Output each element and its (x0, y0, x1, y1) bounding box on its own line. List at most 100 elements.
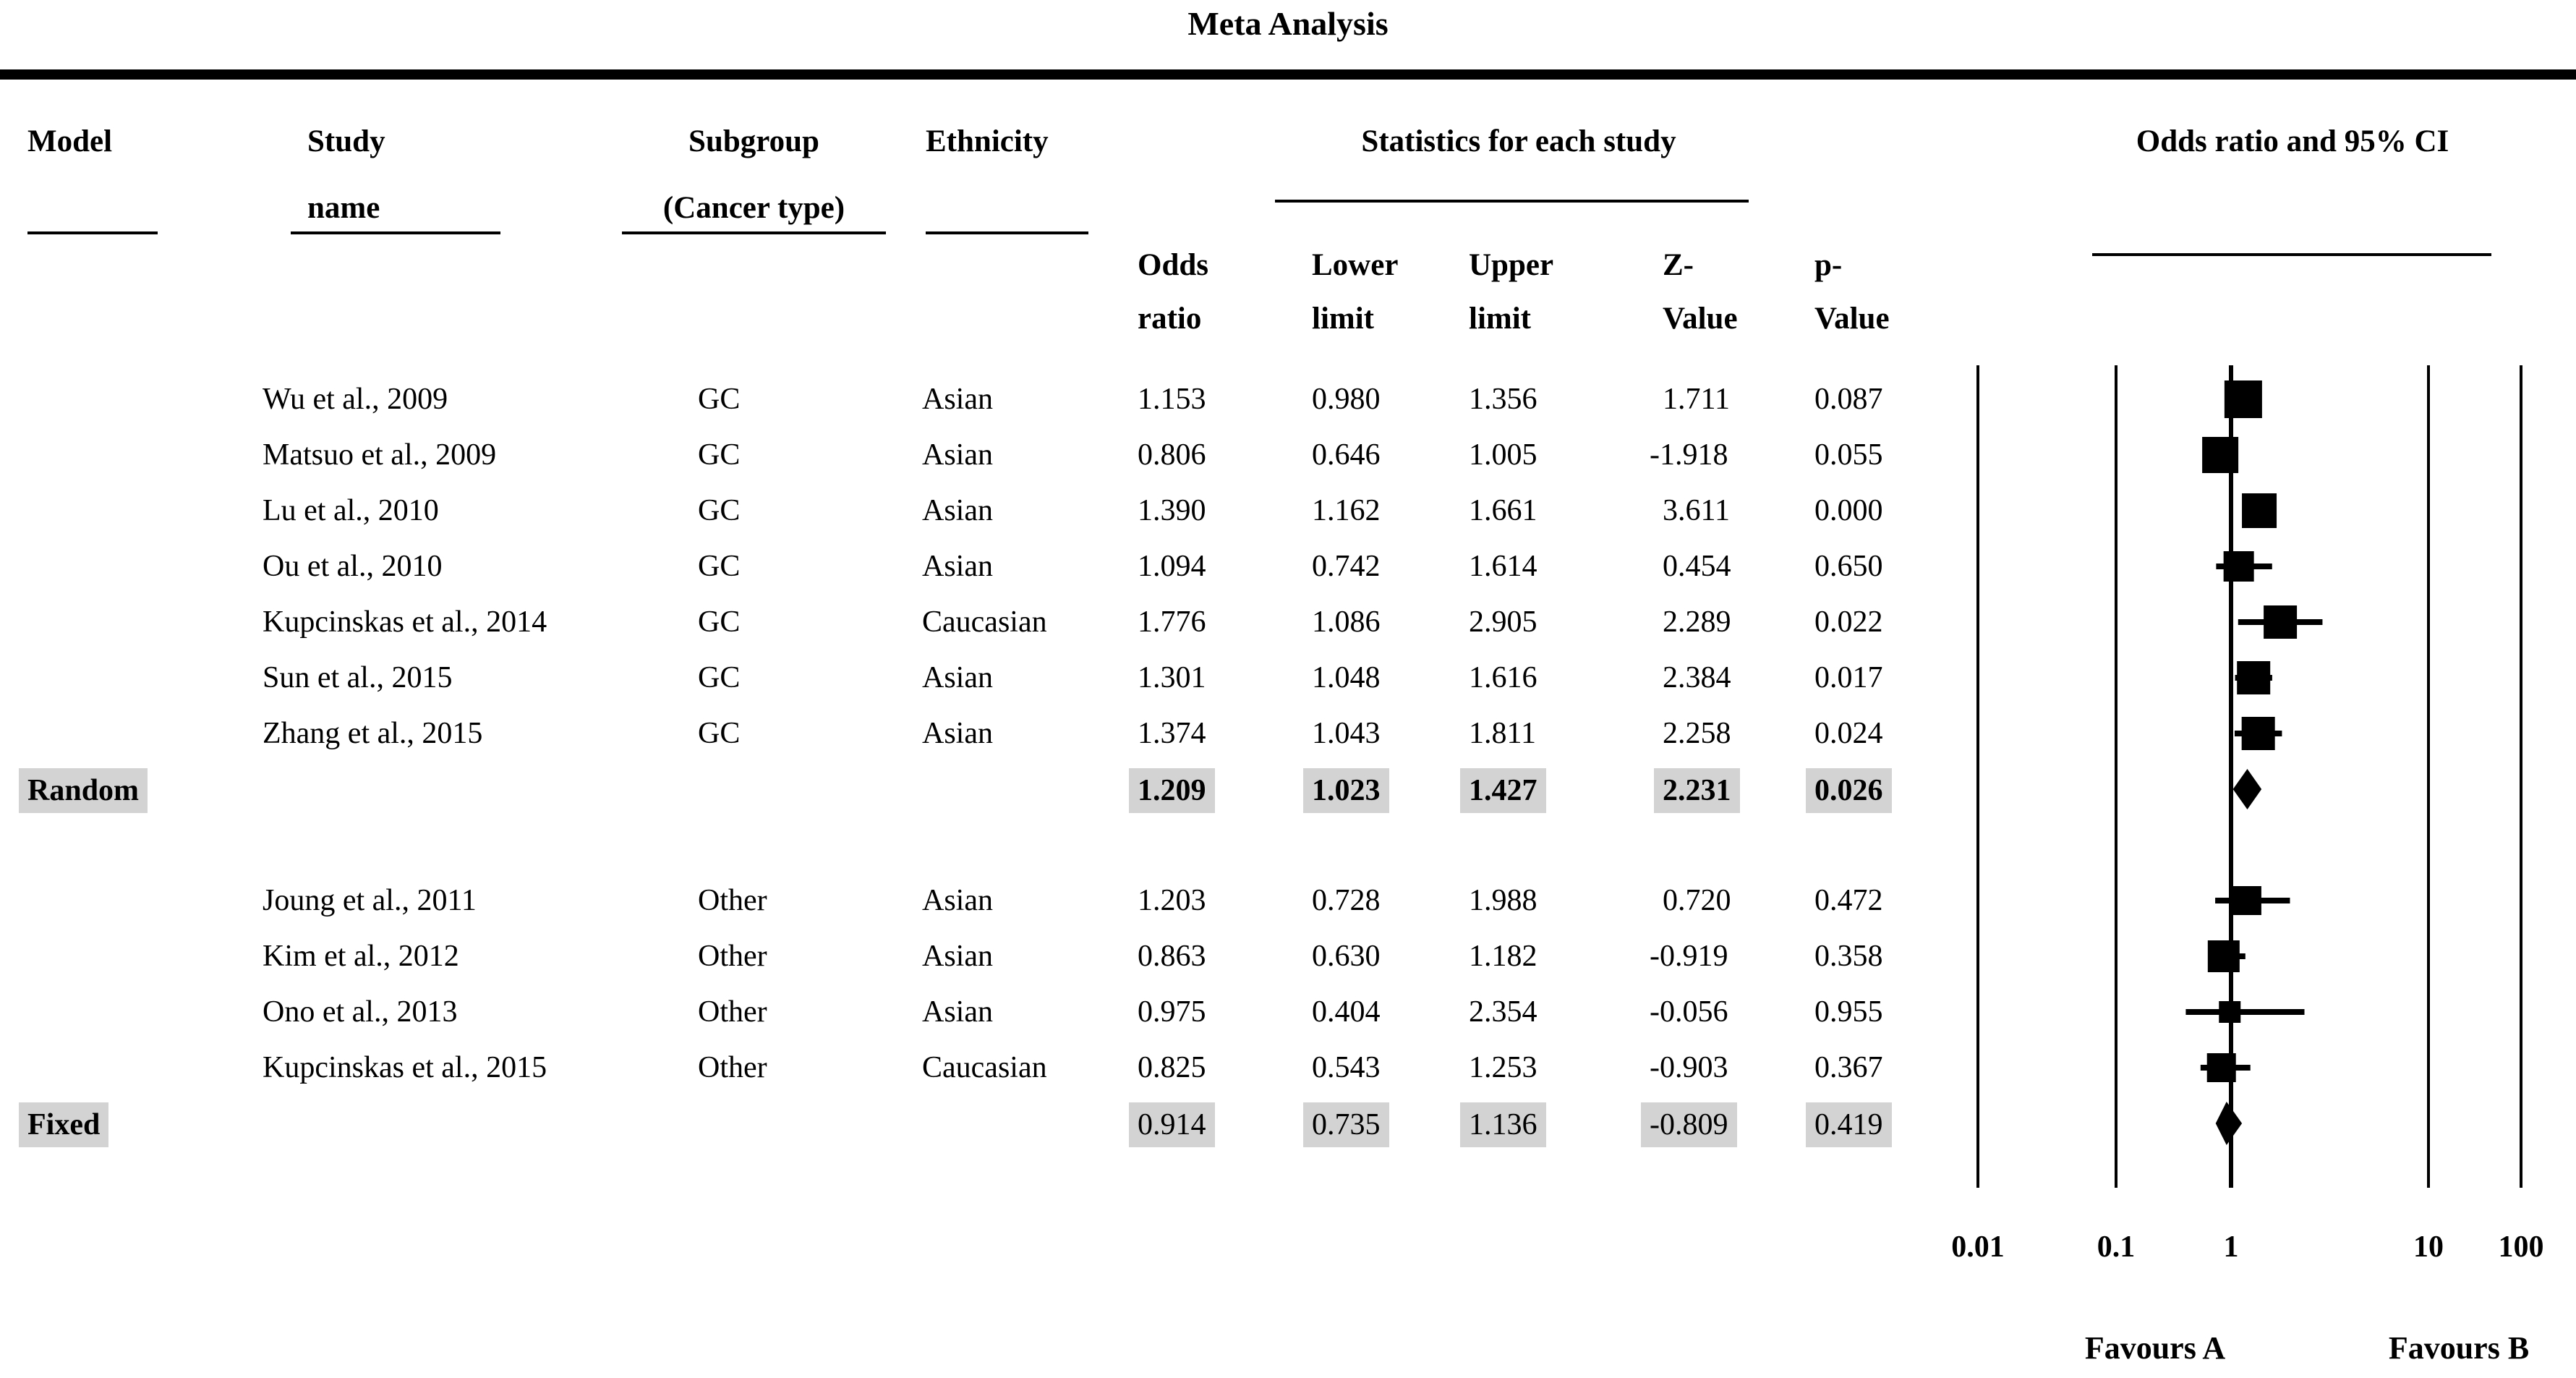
z-value-line2: Value (1663, 302, 1738, 336)
lower-limit-value: 0.646 (1312, 438, 1381, 472)
lower-limit-value: 1.048 (1312, 661, 1381, 694)
subgroup-value: GC (698, 717, 741, 750)
p-value: 0.367 (1814, 1051, 1883, 1084)
study-name: Matsuo et al., 2009 (263, 438, 497, 472)
ethnicity-value: Asian (922, 884, 993, 917)
column-header-model: Model (27, 124, 113, 158)
upper-limit-value: 1.005 (1469, 438, 1538, 472)
odds-ratio-value: 1.301 (1138, 661, 1206, 694)
effect-size-marker (2237, 661, 2271, 694)
subgroup-value: Other (698, 1051, 767, 1084)
subgroup-value: Other (698, 884, 767, 917)
column-header-study-line2: name (307, 191, 380, 225)
ethnicity-value: Caucasian (922, 1051, 1047, 1084)
axis-tick-label-0.01: 0.01 (1951, 1230, 2005, 1264)
lower-limit-value: 0.543 (1312, 1051, 1381, 1084)
study-name: Ono et al., 2013 (263, 995, 458, 1029)
p-value: 0.358 (1814, 940, 1883, 973)
upper-limit-line1: Upper (1469, 248, 1554, 282)
odds-ratio-value: 0.975 (1138, 995, 1206, 1029)
upper-limit-value: 1.811 (1469, 717, 1536, 750)
effect-size-marker (2242, 493, 2277, 528)
summary-diamond (2215, 1102, 2243, 1145)
study-name: Wu et al., 2009 (263, 383, 448, 416)
upper-limit-value: 1.614 (1469, 550, 1538, 583)
header-underline-subgroup (622, 231, 886, 234)
top-rule (0, 69, 2576, 80)
summary-diamond (2232, 769, 2262, 809)
effect-size-marker (2219, 1001, 2241, 1023)
study-name: Sun et al., 2015 (263, 661, 453, 694)
z-value: -1.918 (1650, 438, 1728, 472)
lower-limit-line1: Lower (1312, 248, 1399, 282)
p-value-line2: Value (1814, 302, 1890, 336)
z-value: 2.289 (1663, 605, 1731, 639)
column-header-lower-limit: Lower limit (1312, 239, 1398, 346)
lower-limit-value: 1.086 (1312, 605, 1381, 639)
subgroup-value: Other (698, 995, 767, 1029)
axis-tick-label-1: 1 (2223, 1230, 2239, 1264)
header-underline-or-ci (2092, 253, 2491, 256)
forest-plot-canvas (1976, 365, 2522, 1188)
z-value: 3.611 (1663, 494, 1730, 527)
study-name: Kim et al., 2012 (263, 940, 459, 973)
summary-p-value: 0.026 (1806, 768, 1892, 813)
odds-ratio-line1: Odds (1138, 248, 1209, 282)
column-header-statistics-group: Statistics for each study (1361, 124, 1676, 158)
model-label: Fixed (19, 1102, 109, 1147)
page-title: Meta Analysis (1187, 5, 1389, 42)
odds-ratio-value: 1.776 (1138, 605, 1206, 639)
ethnicity-value: Asian (922, 438, 993, 472)
effect-size-marker (2264, 605, 2298, 639)
p-value: 0.000 (1814, 494, 1883, 527)
upper-limit-value: 1.988 (1469, 884, 1538, 917)
p-value: 0.017 (1814, 661, 1883, 694)
lower-limit-line2: limit (1312, 302, 1374, 336)
p-value-line1: p- (1814, 248, 1843, 282)
axis-tick-label-100: 100 (2498, 1230, 2544, 1264)
z-value: 0.720 (1663, 884, 1731, 917)
column-header-ethnicity: Ethnicity (926, 124, 1049, 158)
study-name: Lu et al., 2010 (263, 494, 439, 527)
lower-limit-value: 0.630 (1312, 940, 1381, 973)
header-underline-study (291, 231, 500, 234)
z-value: 0.454 (1663, 550, 1731, 583)
odds-ratio-value: 0.825 (1138, 1051, 1206, 1084)
subgroup-value: GC (698, 438, 741, 472)
subgroup-value: Other (698, 940, 767, 973)
lower-limit-value: 1.162 (1312, 494, 1381, 527)
subgroup-value: GC (698, 494, 741, 527)
study-name: Kupcinskas et al., 2014 (263, 605, 547, 639)
header-underline-model (27, 231, 158, 234)
lower-limit-value: 0.980 (1312, 383, 1381, 416)
summary-z-value: 2.231 (1654, 768, 1740, 813)
odds-ratio-value: 1.153 (1138, 383, 1206, 416)
upper-limit-value: 1.661 (1469, 494, 1538, 527)
column-header-odds-ratio: Odds ratio (1138, 239, 1208, 346)
z-value-line1: Z- (1663, 248, 1694, 282)
upper-limit-value: 2.905 (1469, 605, 1538, 639)
column-header-or-ci-group: Odds ratio and 95% CI (2136, 124, 2449, 158)
z-value: -0.903 (1650, 1051, 1728, 1084)
lower-limit-value: 0.742 (1312, 550, 1381, 583)
odds-ratio-value: 1.203 (1138, 884, 1206, 917)
summary-upper-limit-value: 1.427 (1460, 768, 1546, 813)
ethnicity-value: Asian (922, 661, 993, 694)
column-header-subgroup-line1: Subgroup (688, 124, 819, 158)
p-value: 0.055 (1814, 438, 1883, 472)
upper-limit-value: 1.253 (1469, 1051, 1538, 1084)
subgroup-value: GC (698, 383, 741, 416)
axis-tick-label-10: 10 (2413, 1230, 2444, 1264)
effect-size-marker (2206, 1053, 2236, 1082)
p-value: 0.024 (1814, 717, 1883, 750)
odds-ratio-value: 0.863 (1138, 940, 1206, 973)
upper-limit-value: 1.616 (1469, 661, 1538, 694)
column-header-study-line1: Study (307, 124, 385, 158)
summary-odds-ratio-value: 1.209 (1129, 768, 1215, 813)
column-header-subgroup-line2: (Cancer type) (662, 191, 845, 225)
subgroup-value: GC (698, 605, 741, 639)
model-label: Random (19, 768, 148, 813)
summary-odds-ratio-value: 0.914 (1129, 1102, 1215, 1147)
summary-lower-limit-value: 0.735 (1303, 1102, 1389, 1147)
ethnicity-value: Asian (922, 494, 993, 527)
